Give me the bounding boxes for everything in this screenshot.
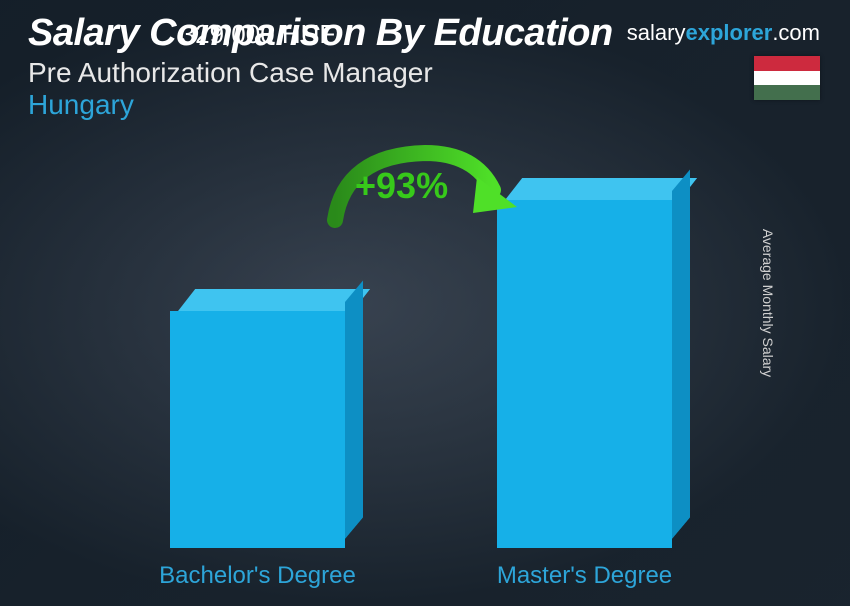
bar-label-bachelors: Bachelor's Degree: [159, 562, 356, 590]
percent-increase-badge: +93%: [355, 165, 448, 207]
y-axis-label: Average Monthly Salary: [760, 229, 776, 377]
bar-chart: 329,000 HUF Bachelor's Degree 635,000 HU…: [0, 150, 850, 606]
country-name: Hungary: [28, 89, 822, 121]
hungary-flag-icon: [754, 56, 820, 100]
brand-part1: salary: [627, 20, 686, 45]
bar-label-masters: Master's Degree: [497, 562, 672, 590]
brand-part2: explorer: [685, 20, 772, 45]
brand-logo: salaryexplorer.com: [627, 20, 820, 46]
brand-suffix: .com: [772, 20, 820, 45]
bar-masters: 635,000 HUF Master's Degree: [497, 200, 672, 548]
bar-bachelors: 329,000 HUF Bachelor's Degree: [170, 311, 345, 548]
job-title: Pre Authorization Case Manager: [28, 57, 822, 89]
